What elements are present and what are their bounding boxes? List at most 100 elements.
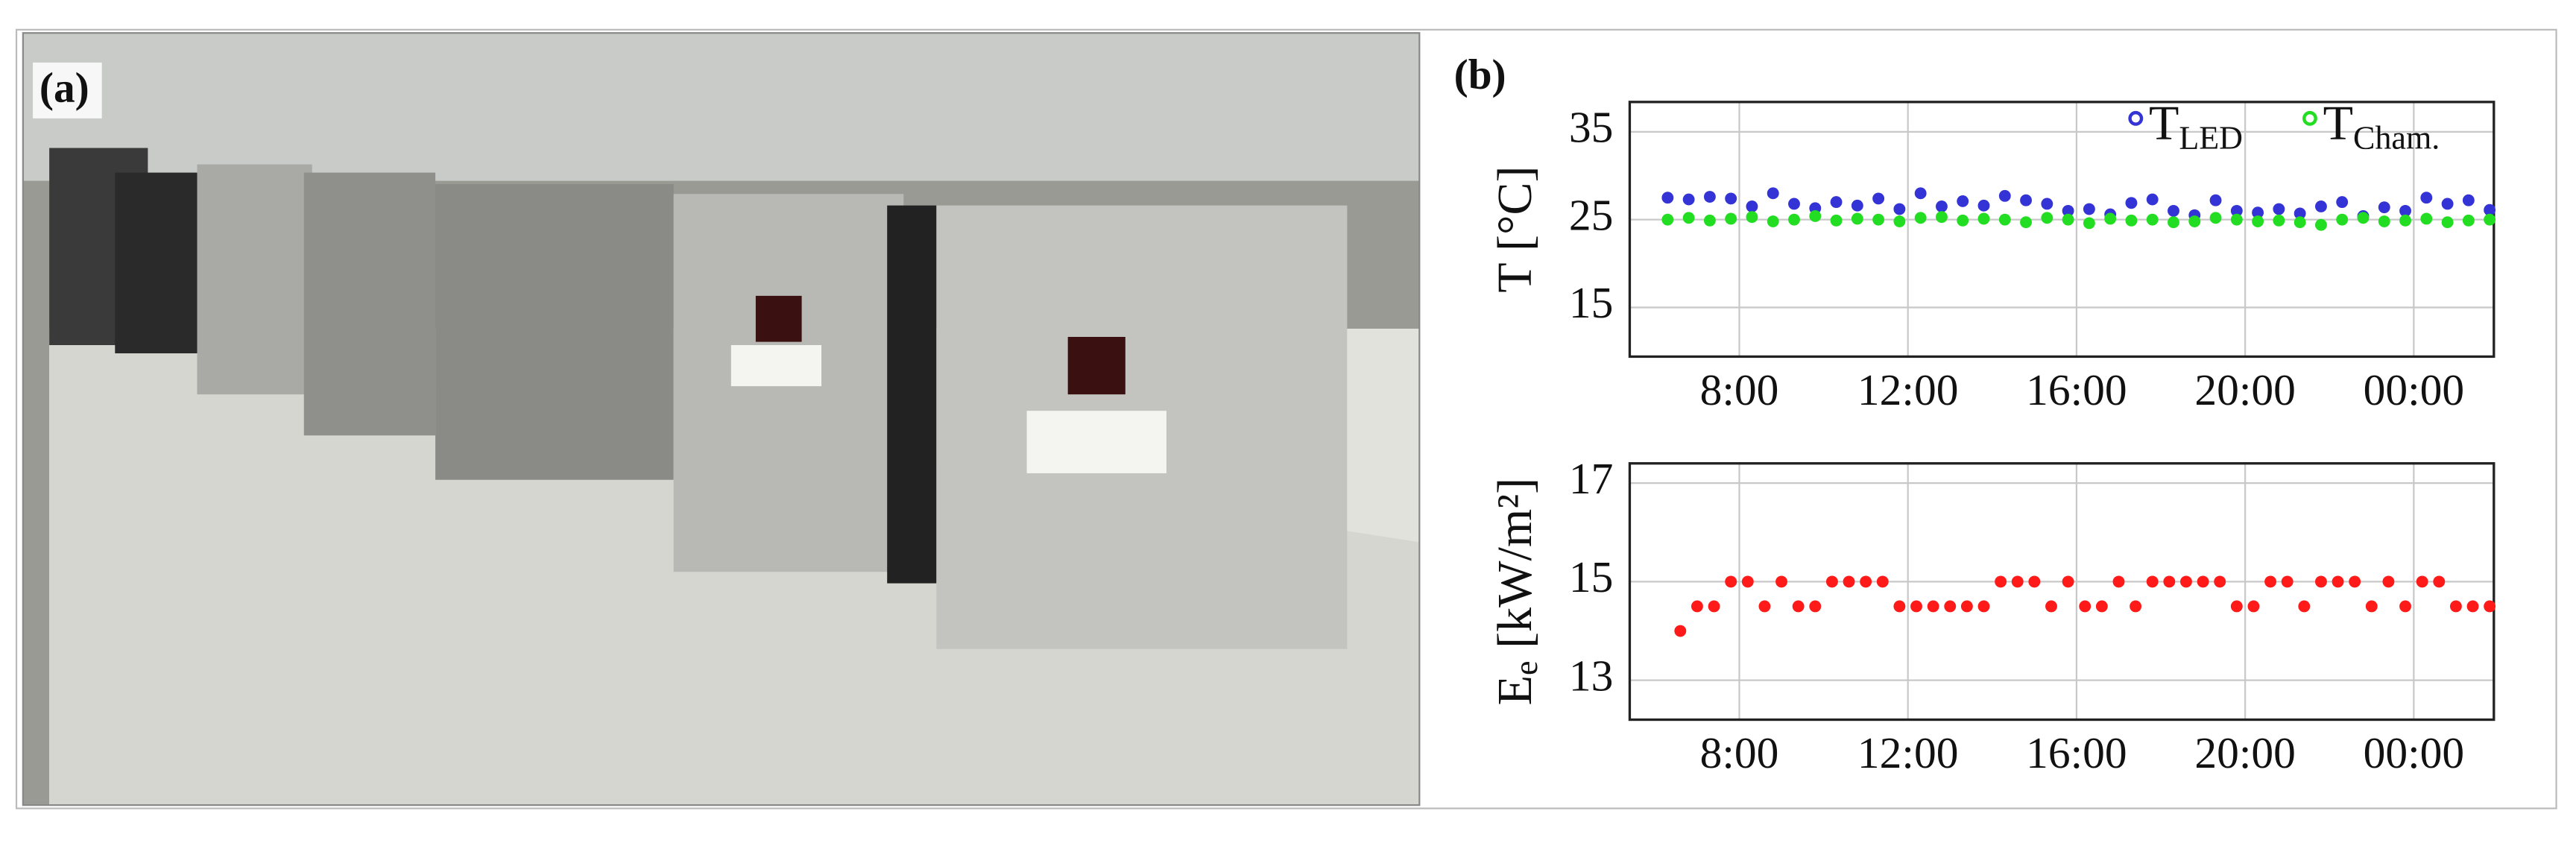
- y-tick-label: 15: [1569, 278, 1614, 327]
- point: [1788, 198, 1800, 210]
- point: [2365, 600, 2378, 613]
- point: [2104, 212, 2117, 225]
- y-axis-label: T [°C]: [1488, 165, 1542, 292]
- x-tick-label: 12:00: [1857, 728, 1959, 777]
- point: [2378, 201, 2390, 214]
- point: [1936, 201, 1948, 212]
- point: [1674, 625, 1687, 637]
- point: [2336, 213, 2349, 226]
- point: [1936, 211, 1948, 224]
- point: [1830, 214, 1843, 227]
- point: [1998, 213, 2011, 226]
- point: [1788, 213, 1800, 226]
- x-tick-label: 8:00: [1700, 728, 1779, 777]
- point: [2062, 204, 2074, 217]
- point: [2314, 201, 2327, 212]
- point: [1691, 600, 1703, 613]
- point: [2433, 575, 2446, 588]
- point: [2112, 575, 2125, 588]
- point: [1957, 195, 1969, 207]
- point: [1927, 600, 1939, 613]
- point: [2298, 600, 2311, 613]
- point: [2209, 212, 2222, 224]
- point: [2209, 194, 2222, 206]
- point: [1851, 199, 1863, 212]
- point: [2449, 600, 2462, 613]
- point: [1944, 600, 1957, 613]
- point: [1998, 189, 2011, 202]
- point: [2146, 213, 2159, 226]
- point: [1977, 212, 1990, 225]
- point: [2466, 600, 2479, 613]
- y-tick-label: 17: [1569, 454, 1614, 503]
- point: [1809, 210, 1822, 222]
- point: [1661, 192, 1674, 204]
- y-axis-label-part: [kW/m²]: [1488, 478, 1542, 661]
- point: [2314, 575, 2327, 588]
- axes-frame: [1628, 462, 2496, 722]
- y-tick-label: 25: [1569, 190, 1614, 239]
- point: [2230, 213, 2243, 226]
- point: [1661, 213, 1674, 226]
- point: [2264, 575, 2276, 588]
- legend-name: T: [2323, 96, 2353, 151]
- point: [2028, 575, 2041, 588]
- point: [1977, 600, 1990, 613]
- point: [2378, 215, 2390, 227]
- point: [1703, 191, 1716, 203]
- y-axis-label-part: E: [1488, 675, 1542, 705]
- photo: [22, 32, 1421, 806]
- point: [2294, 216, 2306, 229]
- point: [1893, 215, 1906, 227]
- point: [1860, 575, 1872, 588]
- x-tick-label: 12:00: [1857, 365, 1959, 414]
- point: [2180, 575, 2192, 588]
- legend-name: T: [2149, 96, 2179, 151]
- point: [1758, 600, 1771, 613]
- x-tick-label: 16:00: [2026, 728, 2127, 777]
- point: [1767, 187, 1779, 200]
- point: [1741, 575, 1754, 588]
- point: [2168, 204, 2179, 217]
- point: [2230, 204, 2243, 217]
- point: [1910, 600, 1922, 613]
- point: [2062, 575, 2074, 588]
- point: [2273, 214, 2285, 227]
- point: [2020, 194, 2032, 206]
- point: [1914, 212, 1927, 224]
- y-axis-label-part: e: [1508, 660, 1544, 675]
- x-tick-label: 8:00: [1700, 365, 1779, 414]
- point: [2357, 212, 2370, 224]
- point: [1746, 201, 1758, 212]
- point: [1893, 600, 1906, 613]
- point: [1775, 575, 1787, 588]
- point: [1809, 600, 1822, 613]
- point: [1960, 600, 1973, 613]
- point: [2125, 197, 2138, 209]
- point: [2041, 212, 2053, 224]
- point: [1725, 575, 1737, 588]
- point: [1872, 192, 1885, 205]
- point: [1995, 575, 2007, 588]
- point: [2349, 575, 2361, 588]
- legend-marker: [2302, 110, 2317, 126]
- point: [2197, 575, 2209, 588]
- point: [1682, 193, 1695, 206]
- point: [2462, 194, 2475, 206]
- point: [2314, 218, 2327, 231]
- x-tick-label: 20:00: [2194, 365, 2296, 414]
- point: [2146, 575, 2159, 588]
- legend-label: TLED: [2149, 96, 2243, 157]
- point: [1682, 212, 1695, 224]
- point: [2462, 214, 2475, 227]
- point: [2083, 217, 2095, 230]
- point: [2168, 216, 2179, 229]
- point: [2399, 204, 2411, 217]
- point: [1746, 211, 1758, 224]
- x-tick-label: 20:00: [2194, 728, 2296, 777]
- point: [2079, 600, 2092, 613]
- point: [2420, 212, 2433, 225]
- x-tick-label: 16:00: [2026, 365, 2127, 414]
- legend-name-sub: Cham.: [2353, 120, 2440, 157]
